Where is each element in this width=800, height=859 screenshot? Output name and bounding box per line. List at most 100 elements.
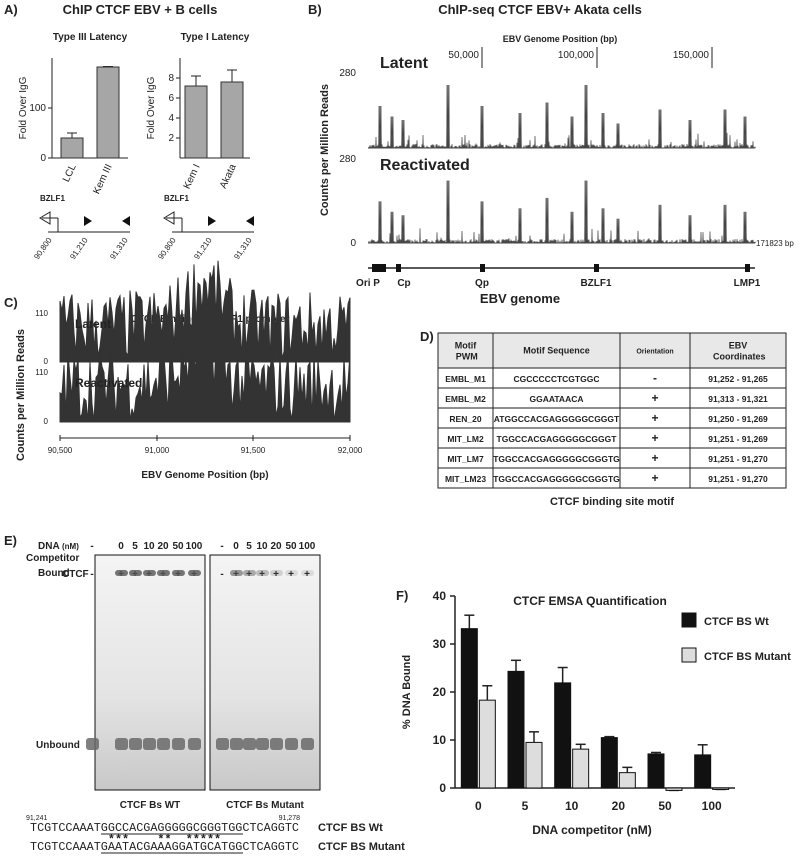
feature-label: Ori P xyxy=(356,278,380,289)
bar xyxy=(618,772,636,789)
y-axis-label: % DNA Bound xyxy=(401,655,413,729)
coverage-track xyxy=(59,313,351,423)
sequence-end: 91,278 xyxy=(279,815,301,822)
table-cell: 91,313 - 91,321 xyxy=(708,394,768,404)
track-max: 110 xyxy=(35,368,48,377)
y-axis-label: Counts per Million Reads xyxy=(319,84,331,216)
panel-label: E) xyxy=(4,533,17,548)
free-probe-band xyxy=(172,738,185,750)
legend-swatch xyxy=(681,612,697,628)
row-label: CTCF xyxy=(62,569,89,580)
table-cell: EMBL_M2 xyxy=(445,394,486,404)
dose-label: 20 xyxy=(157,541,169,552)
dose-label: 10 xyxy=(256,541,268,552)
dose-label: 0 xyxy=(118,541,124,552)
table-cell: CGCCCCCTCGTGGC xyxy=(514,374,600,384)
gel xyxy=(94,554,206,791)
band-label: Unbound xyxy=(36,740,80,751)
legend-label: CTCF BS Wt xyxy=(704,616,769,628)
x-tick-label: Kem III xyxy=(91,163,114,196)
track-name: Latent xyxy=(380,55,429,72)
table-cell: - xyxy=(653,371,657,385)
free-probe-band xyxy=(86,738,99,750)
free-probe-band xyxy=(143,738,156,750)
x-axis-label: EBV Genome Position (bp) xyxy=(141,470,268,481)
legend-swatch xyxy=(681,647,697,663)
track-max: 280 xyxy=(339,154,356,165)
ctcf-site xyxy=(246,216,254,226)
x-tick-label: 5 xyxy=(522,799,529,813)
table-cell: MIT_LM2 xyxy=(447,434,484,444)
table-header: EBV Coordinates xyxy=(710,341,765,362)
y-tick-label: 0 xyxy=(439,781,446,795)
coverage-track xyxy=(367,180,756,244)
bound-band xyxy=(270,570,283,576)
axis-title: EBV Genome Position (bp) xyxy=(503,34,618,44)
table-cell: 91,252 - 91,265 xyxy=(708,374,768,384)
coverage-track xyxy=(368,84,756,149)
bound-band xyxy=(157,570,170,576)
table-cell: 91,251 - 91,269 xyxy=(708,434,768,444)
coordinate: 91,310 xyxy=(232,236,254,262)
coordinate: 91,210 xyxy=(68,236,90,262)
dose-label: 100 xyxy=(299,541,316,552)
sequence-label: CTCF BS Mutant xyxy=(318,841,405,853)
table-cell: REN_20 xyxy=(449,414,481,424)
genome-feature xyxy=(372,264,386,272)
table-cell: 91,251 - 91,270 xyxy=(708,454,768,464)
bound-band xyxy=(243,570,256,576)
table-cell: TGGCCACGAGGGGGCGGGTG xyxy=(493,454,620,464)
bar xyxy=(220,81,244,159)
bar xyxy=(554,682,572,789)
track-name: Reactivated xyxy=(75,376,142,390)
bound-band xyxy=(188,570,201,576)
table-cell: 91,250 - 91,269 xyxy=(708,414,768,424)
table-cell: + xyxy=(651,411,658,425)
panel-label: B) xyxy=(308,2,322,17)
dose-label: 100 xyxy=(186,541,203,552)
dose-label: 0 xyxy=(233,541,239,552)
legend-label: CTCF BS Mutant xyxy=(704,651,791,663)
row-label: (nM) xyxy=(62,542,79,551)
table-cell: MIT_LM7 xyxy=(447,454,484,464)
free-probe-band xyxy=(301,738,314,750)
free-probe-band xyxy=(216,738,229,750)
dose-label: 50 xyxy=(172,541,184,552)
promoter-arrow xyxy=(39,211,58,225)
y-tick-label: 30 xyxy=(433,637,447,651)
table-header-bg xyxy=(437,332,787,369)
gel-caption: CTCF Bs WT xyxy=(120,800,181,811)
table-cell: + xyxy=(651,451,658,465)
table-caption: CTCF binding site motif xyxy=(550,496,674,508)
free-probe-band xyxy=(157,738,170,750)
x-tick-label: Kem I xyxy=(182,163,203,191)
y-tick-label: 0 xyxy=(40,153,46,164)
row-label: Competitor xyxy=(26,553,79,564)
y-tick-label: 100 xyxy=(29,103,46,114)
panel-label: A) xyxy=(4,2,18,17)
dose-label: 50 xyxy=(285,541,297,552)
gene-name: BZLF1 xyxy=(40,194,65,203)
mutation-marks: *** ** ***** xyxy=(30,833,221,847)
bar xyxy=(600,737,618,789)
position-label: 50,000 xyxy=(448,50,479,61)
ctcf-label: + xyxy=(304,569,310,580)
dose-label: 20 xyxy=(270,541,282,552)
free-probe-band xyxy=(270,738,283,750)
sequence-label: CTCF BS Wt xyxy=(318,822,383,834)
y-axis-label: Fold Over IgG xyxy=(146,76,157,139)
table-cell: TGGCCACGAGGGGGCGGGT xyxy=(497,434,618,444)
panel-label: F) xyxy=(396,588,408,603)
panel-label: C) xyxy=(4,295,18,310)
bound-band xyxy=(115,570,128,576)
y-tick-label: 8 xyxy=(168,73,174,84)
coordinate: 91,210 xyxy=(192,236,214,262)
table-cell: + xyxy=(651,431,658,445)
bar xyxy=(694,754,712,789)
gel xyxy=(209,554,321,791)
bound-band xyxy=(256,570,269,576)
x-tick-label: 50 xyxy=(658,799,672,813)
bar xyxy=(712,787,730,790)
table-row xyxy=(437,467,787,489)
table-header: Motif Sequence xyxy=(523,346,590,356)
